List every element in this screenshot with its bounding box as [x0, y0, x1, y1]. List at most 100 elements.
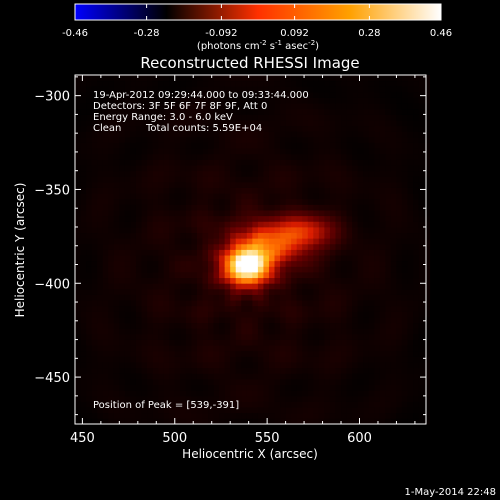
- heatmap-cell: [169, 80, 176, 87]
- heatmap-cell: [335, 108, 342, 115]
- heatmap-cell: [313, 187, 320, 194]
- heatmap-cell: [102, 120, 109, 127]
- heatmap-cell: [246, 148, 253, 155]
- heatmap-cell: [257, 412, 264, 419]
- heatmap-cell: [135, 91, 142, 98]
- heatmap-cell: [75, 204, 81, 211]
- heatmap-cell: [208, 136, 214, 143]
- heatmap-cell: [296, 288, 303, 295]
- heatmap-cell: [119, 108, 126, 115]
- heatmap-cell: [180, 384, 187, 391]
- heatmap-cell: [329, 384, 336, 391]
- heatmap-cell: [396, 215, 403, 222]
- heatmap-cell: [169, 198, 176, 205]
- heatmap-cell: [257, 339, 264, 346]
- heatmap-cell: [86, 108, 93, 115]
- heatmap-cell: [307, 198, 314, 205]
- heatmap-cell: [224, 142, 231, 149]
- heatmap-cell: [152, 305, 159, 312]
- heatmap-cell: [196, 86, 203, 93]
- heatmap-cell: [296, 311, 303, 318]
- heatmap-cell: [346, 378, 353, 385]
- heatmap-cell: [119, 131, 126, 138]
- heatmap-cell: [124, 210, 131, 217]
- heatmap-cell: [130, 418, 137, 425]
- heatmap-cell: [158, 288, 165, 295]
- heatmap-cell: [424, 215, 431, 222]
- heatmap-cell: [401, 75, 408, 82]
- heatmap-cell: [368, 181, 375, 188]
- heatmap-cell: [280, 187, 286, 194]
- heatmap-cell: [252, 153, 259, 160]
- heatmap-cell: [302, 418, 309, 425]
- heatmap-cell: [257, 181, 264, 188]
- heatmap-cell: [313, 272, 320, 279]
- heatmap-cell: [224, 148, 231, 155]
- heatmap-cell: [80, 193, 87, 200]
- heatmap-cell: [152, 373, 159, 380]
- heatmap-cell: [235, 80, 242, 87]
- heatmap-cell: [291, 277, 298, 284]
- heatmap-cell: [280, 210, 286, 217]
- heatmap-cell: [385, 333, 392, 340]
- heatmap-cell: [385, 418, 392, 425]
- heatmap-cell: [368, 120, 375, 127]
- heatmap-cell: [108, 114, 115, 121]
- heatmap-cell: [191, 159, 198, 166]
- heatmap-cell: [241, 91, 248, 98]
- heatmap-cell: [152, 232, 159, 239]
- heatmap-cell: [341, 283, 347, 290]
- heatmap-cell: [147, 412, 153, 419]
- heatmap-cell: [163, 277, 170, 284]
- heatmap-cell: [424, 418, 431, 425]
- heatmap-cell: [335, 142, 342, 149]
- heatmap-cell: [257, 91, 264, 98]
- heatmap-cell: [346, 204, 353, 211]
- heatmap-cell: [219, 288, 226, 295]
- heatmap-cell: [75, 367, 81, 374]
- heatmap-cell: [368, 390, 375, 397]
- heatmap-cell: [91, 80, 98, 87]
- heatmap-cell: [230, 131, 237, 138]
- heatmap-cell: [390, 249, 397, 256]
- heatmap-cell: [418, 86, 425, 93]
- heatmap-cell: [246, 362, 253, 369]
- heatmap-cell: [424, 384, 431, 391]
- heatmap-cell: [413, 221, 420, 228]
- heatmap-cell: [407, 75, 414, 82]
- heatmap-cell: [357, 260, 364, 267]
- heatmap-cell: [152, 412, 159, 419]
- heatmap-cell: [158, 305, 165, 312]
- heatmap-cell: [219, 350, 226, 357]
- heatmap-cell: [135, 153, 142, 160]
- heatmap-cell: [219, 412, 226, 419]
- heatmap-cell: [285, 373, 292, 380]
- heatmap-cell: [219, 260, 226, 267]
- heatmap-cell: [280, 395, 286, 402]
- heatmap-cell: [213, 136, 220, 143]
- heatmap-cell: [141, 120, 148, 127]
- heatmap-cell: [113, 412, 120, 419]
- heatmap-cell: [80, 277, 87, 284]
- heatmap-cell: [396, 300, 403, 307]
- heatmap-cell: [130, 378, 137, 385]
- heatmap-cell: [119, 148, 126, 155]
- heatmap-cell: [335, 367, 342, 374]
- heatmap-cell: [169, 345, 176, 352]
- heatmap-cell: [424, 277, 431, 284]
- heatmap-cell: [257, 108, 264, 115]
- heatmap-cell: [246, 187, 253, 194]
- heatmap-cell: [335, 311, 342, 318]
- heatmap-cell: [102, 328, 109, 335]
- heatmap-cell: [296, 390, 303, 397]
- heatmap-cell: [174, 136, 181, 143]
- heatmap-cell: [424, 181, 431, 188]
- heatmap-cell: [158, 226, 165, 234]
- heatmap-cell: [219, 136, 226, 143]
- heatmap-cell: [285, 294, 292, 301]
- heatmap-cell: [263, 367, 270, 374]
- heatmap-cell: [86, 114, 93, 121]
- heatmap-cell: [390, 91, 397, 98]
- heatmap-cell: [407, 305, 414, 312]
- heatmap-cell: [141, 176, 148, 183]
